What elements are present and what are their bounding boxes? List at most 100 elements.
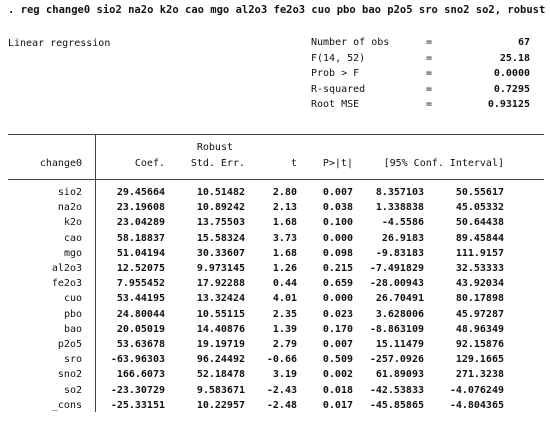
row-t: 1.39: [272, 323, 297, 335]
stat-label: F(14, 52): [311, 52, 366, 64]
stat-value: 0.93125: [487, 99, 530, 110]
header-t: t: [290, 158, 297, 169]
stat-label: Number of obs: [311, 37, 390, 48]
row-std-err: 19.19719: [196, 339, 245, 350]
row-ci-upper: 48.96349: [455, 323, 504, 335]
row-ci-lower: 61.89093: [375, 369, 424, 381]
row-coef: 23.19608: [116, 202, 165, 214]
row-coef: -63.96303: [110, 354, 165, 366]
row-std-err: 10.89242: [196, 202, 245, 214]
row-ci-lower: -7.491829: [369, 263, 424, 274]
row-ci-lower: -257.0926: [369, 354, 424, 366]
row-ci-lower: 15.11479: [375, 339, 424, 350]
row-variable: sno2: [57, 369, 82, 381]
row-t: 1.68: [272, 217, 297, 229]
row-p-value: 0.018: [322, 384, 353, 396]
row-ci-upper: 92.15876: [455, 339, 504, 350]
row-variable: cao: [63, 232, 82, 244]
row-variable: k2o: [63, 217, 82, 229]
row-ci-lower: -8.863109: [369, 323, 424, 335]
stat-label: Prob > F: [311, 68, 360, 79]
row-t: 2.35: [272, 308, 297, 320]
stat-label: Root MSE: [311, 99, 360, 110]
row-variable: sio2: [57, 187, 82, 198]
row-ci-lower: -4.5586: [381, 217, 424, 229]
row-variable: cuo: [63, 293, 82, 305]
row-ci-lower: -9.83183: [375, 247, 424, 259]
row-ci-upper: 50.64438: [455, 217, 504, 229]
row-std-err: 9.583671: [196, 384, 245, 396]
row-std-err: 13.75503: [196, 217, 245, 229]
stat-value: 67: [517, 37, 530, 48]
row-t: 3.19: [272, 369, 297, 381]
row-coef: 20.05019: [116, 323, 165, 335]
row-std-err: 14.40876: [196, 323, 245, 335]
row-coef: 53.63678: [116, 339, 165, 350]
row-ci-lower: -42.53833: [369, 384, 424, 396]
stat-value: 0.0000: [493, 68, 530, 79]
row-ci-upper: 80.17898: [455, 293, 504, 305]
row-ci-lower: -45.85865: [369, 399, 424, 411]
stat-label: R-squared: [311, 83, 366, 95]
row-std-err: 96.24492: [196, 354, 245, 366]
row-coef: -23.30729: [110, 384, 165, 396]
row-t: -2.48: [266, 399, 297, 411]
row-ci-upper: 43.92034: [455, 278, 504, 290]
row-coef: 12.52075: [116, 263, 165, 274]
row-p-value: 0.000: [322, 293, 353, 305]
row-variable: p2o5: [57, 339, 82, 350]
row-p-value: 0.023: [322, 308, 353, 320]
row-t: 2.13: [272, 202, 297, 214]
row-t: 1.68: [272, 247, 297, 259]
row-ci-upper: 50.55617: [455, 187, 504, 198]
row-coef: 24.80044: [116, 308, 165, 320]
row-ci-lower: 26.70491: [375, 293, 424, 305]
row-coef: 51.04194: [116, 247, 165, 259]
row-variable: na2o: [57, 202, 82, 214]
row-variable: bao: [63, 323, 82, 335]
row-t: 4.01: [272, 293, 297, 305]
row-p-value: 0.509: [322, 354, 353, 366]
row-variable: _cons: [51, 399, 82, 411]
row-ci-lower: 3.628006: [375, 308, 424, 320]
stat-equals: =: [426, 52, 433, 64]
header-std-err: Std. Err.: [190, 158, 245, 169]
row-p-value: 0.659: [322, 278, 353, 290]
row-variable: pbo: [63, 308, 82, 320]
row-variable: mgo: [63, 247, 82, 259]
row-ci-upper: 129.1665: [455, 354, 504, 366]
row-t: -0.66: [266, 354, 297, 366]
row-std-err: 30.33607: [196, 247, 245, 259]
row-coef: 58.18837: [116, 232, 165, 244]
row-p-value: 0.007: [322, 339, 353, 350]
row-std-err: 10.55115: [196, 308, 245, 320]
row-ci-upper: -4.804365: [449, 399, 504, 411]
row-ci-upper: 45.97287: [455, 308, 504, 320]
table-header-rule: [8, 179, 544, 180]
row-t: 0.44: [272, 278, 297, 290]
row-std-err: 17.92288: [196, 278, 245, 290]
row-coef: 29.45664: [116, 187, 165, 198]
row-t: 2.80: [272, 187, 297, 198]
header-coef: Coef.: [134, 158, 165, 169]
row-coef: 7.955452: [116, 278, 165, 290]
row-p-value: 0.002: [322, 369, 353, 381]
row-p-value: 0.100: [322, 217, 353, 229]
row-ci-upper: 45.05332: [455, 202, 504, 214]
row-ci-lower: -28.00943: [369, 278, 424, 290]
row-p-value: 0.038: [322, 202, 353, 214]
row-p-value: 0.098: [322, 247, 353, 259]
row-std-err: 9.973145: [196, 263, 245, 274]
row-p-value: 0.000: [322, 232, 353, 244]
table-top-rule: [8, 134, 544, 135]
header-depvar: change0: [39, 158, 82, 169]
row-ci-upper: 32.53333: [455, 263, 504, 274]
row-ci-upper: 271.3238: [455, 369, 504, 381]
row-variable: sro: [63, 354, 82, 366]
row-p-value: 0.017: [322, 399, 353, 411]
row-ci-upper: 89.45844: [455, 232, 504, 244]
command-line: . reg change0 sio2 na2o k2o cao mgo al2o…: [8, 4, 546, 16]
row-ci-lower: 1.338838: [375, 202, 424, 214]
row-variable: al2o3: [51, 263, 82, 274]
regression-title: Linear regression: [8, 38, 111, 49]
